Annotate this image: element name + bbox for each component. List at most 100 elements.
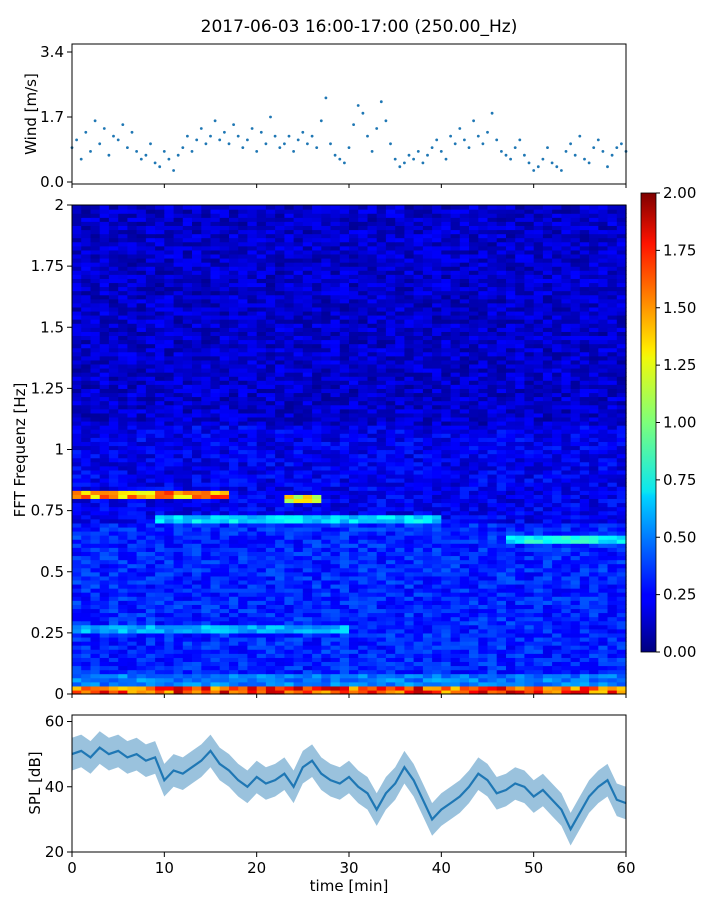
heatmap-cell [219,404,230,410]
heatmap-cell [385,368,396,373]
heatmap-cell [312,637,322,642]
heatmap-cell [487,620,498,626]
heatmap-cell [358,461,369,467]
heatmap-cell [469,588,479,593]
heatmap-cell [404,437,415,442]
heatmap-cell [404,408,415,414]
heatmap-cell [579,490,590,495]
heatmap-cell [118,649,129,654]
heatmap-cell [72,596,82,601]
heatmap-cell [127,449,138,455]
heatmap-cell [247,677,258,683]
heatmap-cell [145,645,156,650]
heatmap-cell [219,669,230,675]
heatmap-cell [542,596,553,601]
heatmap-cell [422,628,433,634]
heatmap-cell [302,543,313,548]
heatmap-cell [99,588,110,593]
heatmap-cell [229,372,239,377]
wind-point [319,119,323,123]
heatmap-cell [542,685,553,691]
heatmap-cell [312,457,322,463]
heatmap-cell [201,384,212,389]
heatmap-cell [192,657,202,662]
heatmap-cell [330,596,341,601]
heatmap-cell [570,372,581,377]
heatmap-cell [127,441,138,447]
heatmap-cell [72,437,82,442]
heatmap-cell [201,486,212,491]
heatmap-cell [321,392,332,398]
heatmap-cell [127,465,138,471]
heatmap-cell [395,372,406,377]
heatmap-cell [459,376,470,381]
heatmap-cell [413,486,424,491]
heatmap-cell [302,506,313,512]
heatmap-cell [570,579,581,585]
heatmap-cell [607,632,618,638]
heatmap-cell [293,380,304,385]
heatmap-cell [570,653,581,658]
heatmap-cell [339,681,350,687]
wind-point [315,146,319,150]
heatmap-cell [145,368,156,373]
heatmap-cell [579,575,590,581]
heatmap-cell [524,400,535,406]
heatmap-cell [441,445,452,451]
heatmap-cell [145,588,156,593]
heatmap-cell [145,604,156,610]
heatmap-cell [330,412,341,418]
heatmap-cell [506,612,516,618]
heatmap-cell [598,465,609,471]
heatmap-cell [238,494,249,499]
heatmap-cell [376,584,387,589]
heatmap-cell [256,441,267,447]
heatmap-cell [349,376,359,381]
heatmap-cell [404,547,415,552]
heatmap-cell [598,469,609,475]
heatmap-cell [459,384,470,389]
heatmap-cell [108,469,119,475]
heatmap-cell [478,514,489,520]
heatmap-cell [219,400,230,406]
heatmap-cell [496,637,507,642]
heatmap-cell [367,376,378,381]
heatmap-cell [312,571,322,577]
heatmap-cell [478,465,489,471]
heatmap-cell [155,514,165,520]
heatmap-cell [164,510,175,516]
heatmap-cell [469,637,479,642]
heatmap-cell [469,547,479,552]
heatmap-cell [376,563,387,569]
heatmap-cell [238,449,249,455]
heatmap-cell [570,547,581,552]
heatmap-cell [367,506,378,512]
heatmap-cell [192,628,202,634]
heatmap-cell [256,673,267,679]
heatmap-cell [496,628,507,634]
heatmap-cell [487,469,498,475]
heatmap-cell [432,665,442,671]
heatmap-cell [496,584,507,589]
heatmap-cell [478,551,489,557]
heatmap-cell [339,547,350,552]
heatmap-cell [90,604,101,610]
heatmap-cell [339,620,350,626]
heatmap-cell [182,543,193,548]
heatmap-cell [81,372,92,377]
heatmap-cell [607,559,618,565]
heatmap-cell [524,363,535,369]
heatmap-cell [570,628,581,634]
heatmap-cell [496,457,507,463]
heatmap-cell [136,478,147,483]
heatmap-cell [524,677,535,683]
heatmap-cell [561,514,572,520]
heatmap-cell [81,543,92,548]
heatmap-cell [108,498,119,504]
heatmap-cell [219,620,230,626]
heatmap-cell [81,408,92,414]
heatmap-cell [570,457,581,463]
heatmap-cell [376,620,387,626]
heatmap-cell [339,677,350,683]
heatmap-cell [173,400,184,406]
